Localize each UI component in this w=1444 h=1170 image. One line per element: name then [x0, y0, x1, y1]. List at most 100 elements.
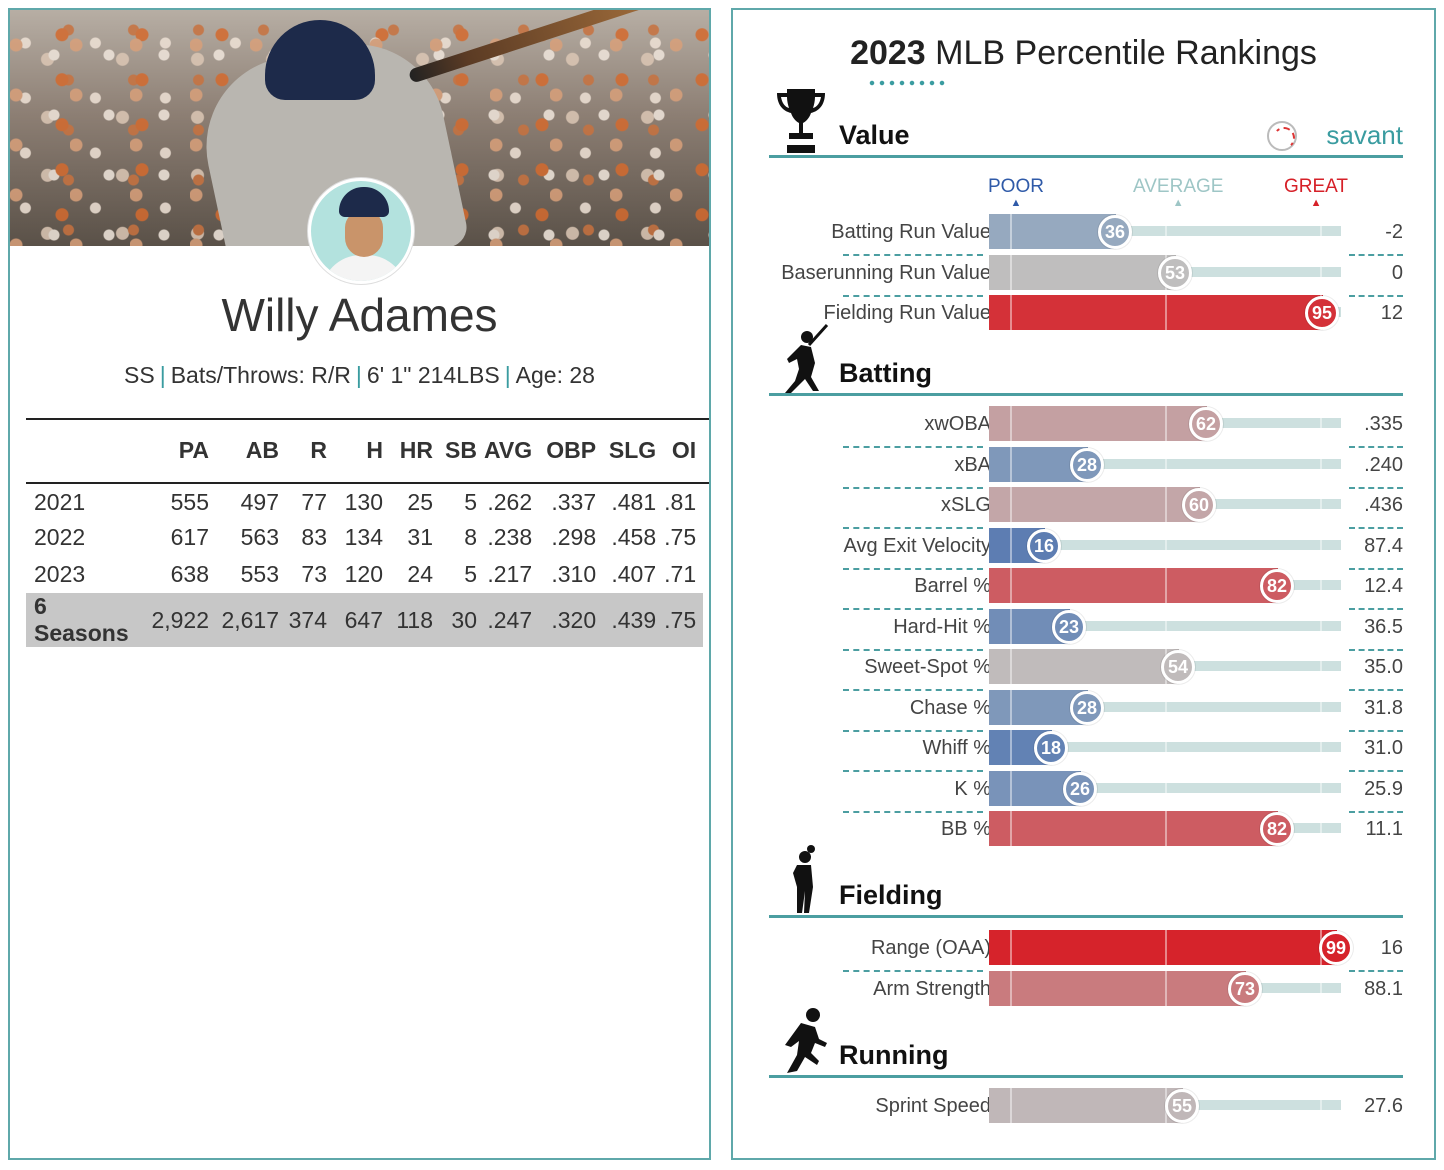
table-row: 2023 638 553 73 120 24 5 .217 .310 .407 .71: [26, 556, 703, 593]
metric-label: Hard-Hit %: [893, 615, 991, 638]
player-info: SS | Bats/Throws: R/R | 6' 1" 214LBS | Age: 28: [10, 362, 709, 389]
table-cell: .439: [603, 593, 664, 647]
metric-label: BB %: [940, 818, 991, 840]
legend-poor: POOR ▲: [988, 176, 1044, 209]
column-header: PA: [178, 436, 209, 463]
percentile-bar: [989, 811, 1278, 846]
table-cell: 2,617: [216, 593, 286, 647]
legend-poor-marker: ▲: [1010, 197, 1022, 209]
legend-great: GREAT ▲: [1284, 176, 1349, 209]
bar-tick: [1165, 811, 1167, 846]
column-header: OI: [671, 436, 697, 463]
bar-tick: [1165, 295, 1167, 330]
table-cell: .238: [487, 524, 533, 550]
table-header-rule: [26, 482, 709, 484]
metric-row: K % 26 25.9: [769, 770, 1403, 813]
table-cell: 73: [301, 561, 327, 587]
metric-row: xSLG 60 .436: [769, 487, 1403, 529]
bar-tick: [1320, 770, 1322, 806]
legend-great-label: GREAT: [1284, 176, 1349, 197]
section-header-batting: Batting: [769, 323, 1403, 396]
table-cell: 130: [344, 489, 383, 515]
percentile-badge: 62: [1189, 407, 1223, 441]
table-row: 2022 617 563 83 134 31 8 .238 .298 .458 .75: [26, 519, 703, 556]
table-cell: 563: [240, 524, 279, 550]
metric-value: 12: [1380, 302, 1403, 324]
table-cell: .81: [664, 489, 697, 515]
row-divider: [843, 294, 983, 297]
table-cell: 2,922: [146, 593, 216, 647]
percentile-badge: 60: [1182, 488, 1216, 522]
player-bats-throws: Bats/Throws: R/R: [170, 362, 351, 388]
percentile-badge: 36: [1098, 215, 1132, 249]
batter-icon: [771, 323, 831, 393]
metric-value: 0: [1391, 261, 1403, 284]
table-cell: 134: [344, 524, 383, 550]
separator: |: [504, 362, 511, 388]
percentile-badge: 95: [1305, 296, 1339, 330]
legend-average-marker: ▲: [1172, 197, 1184, 209]
metric-row: Baserunning Run Value 53 0: [769, 254, 1403, 297]
bar-tick: [1165, 214, 1167, 249]
metric-row: xwOBA 62 .335: [769, 406, 1403, 448]
fielder-icon: [771, 845, 831, 915]
bar-tick: [1010, 406, 1012, 441]
row-divider: [843, 608, 983, 610]
table-cell: .320: [539, 593, 604, 647]
metric-value: 88.1: [1364, 977, 1403, 1000]
metric-row: BB % 82 11.1: [769, 811, 1403, 851]
table-cell: 30: [440, 593, 484, 647]
column-header: HR: [399, 436, 433, 463]
percentile-badge: 18: [1034, 731, 1068, 765]
metric-label: Whiff %: [922, 737, 991, 759]
percentile-badge: 73: [1228, 971, 1262, 1006]
bar-tick: [1320, 527, 1322, 563]
player-size: 6' 1" 214LBS: [366, 362, 500, 388]
bar-tick: [1320, 730, 1322, 765]
bar-tick: [1010, 254, 1012, 290]
bar-tick: [1320, 608, 1322, 644]
table-cell: 25: [407, 489, 433, 515]
column-header: SB: [445, 436, 477, 463]
metric-value: .436: [1364, 494, 1403, 516]
bar-tick: [1165, 527, 1167, 563]
stats-table: PA AB R H HR SB AVG OBP SLG OI 2021 555 497 77 130 25 5…: [26, 418, 704, 647]
bar-tick: [1320, 811, 1322, 846]
metric-value: 87.4: [1364, 534, 1403, 557]
row-divider: [843, 648, 983, 651]
trophy-icon: [771, 85, 831, 155]
percentile-bar: [989, 1088, 1183, 1123]
baseball-icon: [1267, 121, 1297, 151]
bar-tick: [1010, 811, 1012, 846]
player-age: Age: 28: [515, 362, 595, 388]
bar-tick: [1010, 446, 1012, 482]
metric-value: 31.8: [1364, 696, 1403, 719]
bar-tick: [1010, 730, 1012, 765]
metric-row: Whiff % 18 31.0: [769, 730, 1403, 772]
separator: |: [355, 362, 362, 388]
table-cell: .458: [611, 524, 657, 550]
bar-tick: [1165, 970, 1167, 1006]
bar-tick: [1010, 1088, 1012, 1123]
metric-label: Avg Exit Velocity: [843, 534, 991, 557]
row-divider: [843, 567, 983, 570]
bar-tick: [1165, 568, 1167, 603]
column-header: [26, 418, 146, 482]
percentile-bar: [989, 254, 1176, 290]
metric-row: Sweet-Spot % 54 35.0: [769, 649, 1403, 691]
table-cell: 6 Seasons: [26, 593, 146, 647]
percentile-track: [989, 458, 1341, 469]
bar-tick: [1165, 689, 1167, 725]
percentile-bar: [989, 970, 1246, 1006]
section-title: Batting: [839, 358, 932, 388]
bar-tick: [1010, 295, 1012, 330]
metric-value: 36.5: [1364, 615, 1403, 638]
table-cell: .217: [487, 561, 533, 587]
metric-row: Arm Strength 73 88.1: [769, 970, 1403, 1011]
bar-tick: [1320, 446, 1322, 482]
percentile-track: [989, 701, 1341, 712]
bar-tick: [1010, 608, 1012, 644]
row-divider: [1349, 608, 1403, 610]
percentile-badge: 54: [1161, 650, 1195, 684]
bar-tick: [1165, 446, 1167, 482]
